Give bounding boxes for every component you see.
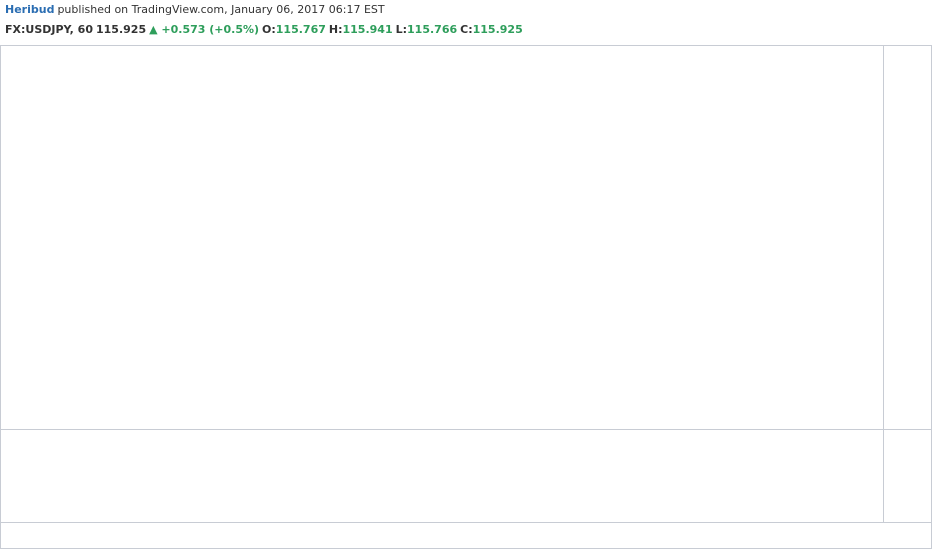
ohlc-label: L: [395, 23, 408, 36]
ohlc-value: 115.766 [407, 23, 458, 36]
symbol-row: FX:USDJPY, 60 115.925 ▲ +0.573 (+0.5%) O:11… [5, 23, 529, 36]
last-price: 115.925 [96, 23, 147, 36]
byline-row: Heribud published on TradingView.com, Jan… [5, 3, 388, 16]
ohlc: O:115.767 H:115.941 L:115.766 C:115.925 [262, 23, 526, 36]
author[interactable]: Heribud [5, 3, 55, 16]
symbol: FX:USDJPY, 60 [5, 23, 93, 36]
ohlc-value: 115.767 [275, 23, 326, 36]
header: Heribud published on TradingView.com, Jan… [0, 0, 932, 44]
ohlc-value: 115.941 [342, 23, 393, 36]
frame [0, 45, 932, 549]
ohlc-label: H: [328, 23, 343, 36]
byline: published on TradingView.com, January 06… [57, 3, 385, 16]
ohlc-label: C: [460, 23, 473, 36]
ohlc-value: 115.925 [472, 23, 523, 36]
change: ▲ +0.573 (+0.5%) [149, 23, 260, 36]
ohlc-label: O: [262, 23, 276, 36]
